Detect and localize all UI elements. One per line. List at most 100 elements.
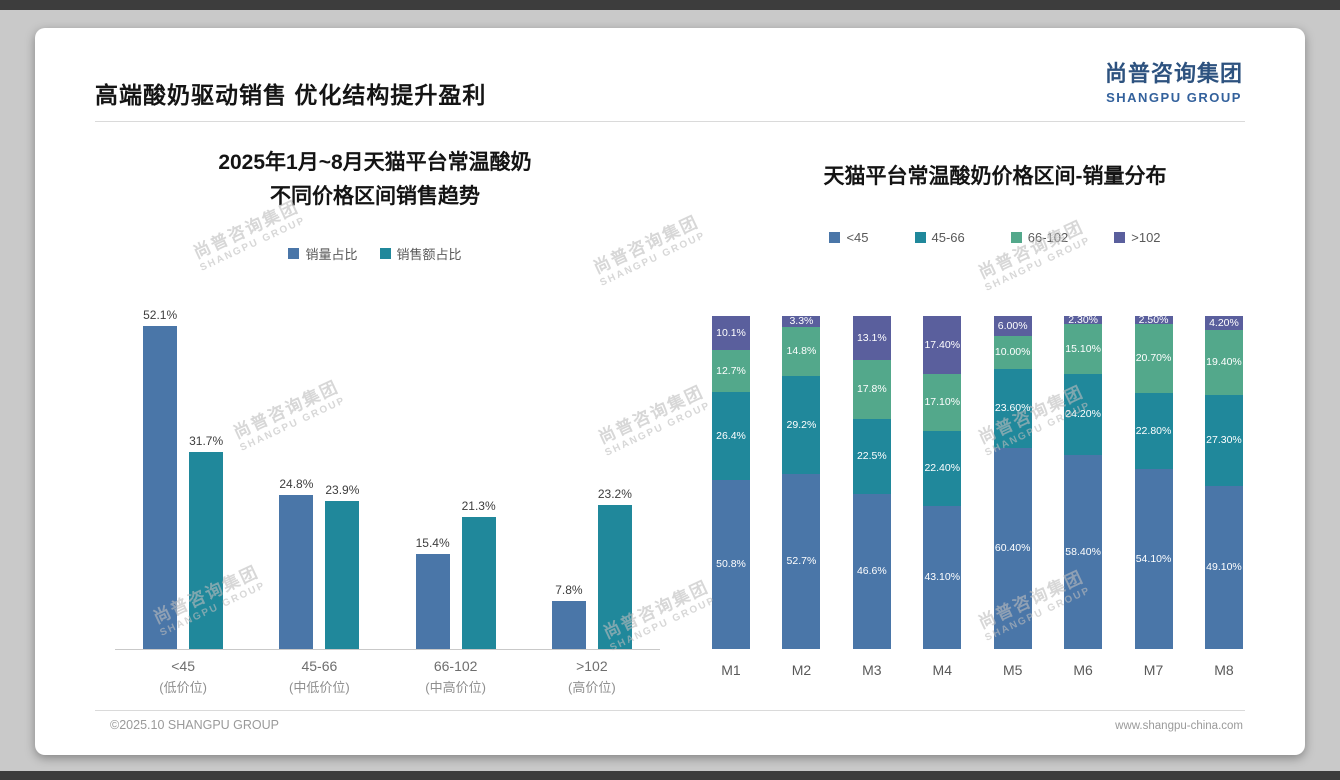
segment-value-label: 24.20% — [1065, 407, 1101, 420]
stack-segment: 15.10% — [1064, 323, 1103, 374]
revenue-share-bar: 31.7% — [189, 434, 223, 649]
segment-value-label: 2.30% — [1068, 313, 1098, 326]
left-chart-title-line1: 2025年1月~8月天猫平台常温酸奶 — [218, 151, 532, 174]
legend-swatch — [1114, 232, 1126, 243]
page-title: 高端酸奶驱动销售 优化结构提升盈利 — [95, 82, 487, 108]
bar-group: 15.4% 21.3% — [388, 499, 524, 649]
category-label: M7 — [1143, 662, 1164, 678]
legend-item: 销售额占比 — [379, 244, 462, 263]
logo-english-name: SHANGPU GROUP — [1106, 90, 1242, 105]
left-chart-legend: 销量占比 销售额占比 — [75, 244, 675, 263]
right-chart-title: 天猫平台常温酸奶价格区间-销量分布 — [823, 165, 1167, 188]
segment-value-label: 4.20% — [1209, 316, 1239, 329]
segment-value-label: 22.40% — [924, 461, 961, 474]
segment-value-label: 3.3% — [789, 315, 814, 328]
stack-segment: 22.80% — [1134, 392, 1173, 469]
category-label: M3 — [862, 662, 882, 678]
stack-segment: 17.10% — [923, 374, 962, 431]
stack-segment: 19.40% — [1204, 330, 1243, 395]
segment-value-label: 20.70% — [1135, 352, 1172, 365]
stack-segment: 52.7% — [782, 473, 821, 649]
bar-value-label: 31.7% — [189, 434, 224, 448]
segment-value-label: 2.50% — [1138, 313, 1169, 326]
stack-segment: 50.8% — [712, 479, 750, 649]
category-label-main: <45 — [171, 658, 195, 674]
segment-value-label: 43.10% — [924, 571, 961, 583]
segment-value-label: 60.40% — [994, 542, 1031, 555]
watermark-line1: 尚普咨询集团 — [590, 212, 702, 278]
segment-value-label: 15.10% — [1065, 342, 1101, 355]
category-label: M5 — [1002, 662, 1023, 678]
stack-segment: 26.4% — [712, 391, 750, 480]
segment-value-label: 10.1% — [716, 326, 746, 339]
segment-value-label: 22.5% — [856, 450, 887, 463]
legend-label: 销售额占比 — [396, 247, 462, 262]
legend-label: >102 — [1131, 230, 1161, 245]
left-chart-categories: <45 (低价位) 45-66 (中低价位) 66-102 (中高价位) >102 (高价位) — [115, 658, 660, 696]
category-label-sub: (中高价位) — [425, 680, 486, 695]
right-chart-categories: M1 M2 M3 M4 M5 M6 M7 M8 — [700, 662, 1255, 678]
segment-value-label: 13.1% — [856, 331, 887, 344]
category-label: M1 — [721, 662, 741, 678]
legend-item: <45 — [829, 230, 869, 245]
stacked-bar: 13.1% 17.8% 22.5% 46.6% — [852, 316, 891, 649]
title-divider — [95, 121, 1245, 122]
left-chart-title-line2: 不同价格区间销售趋势 — [270, 184, 480, 208]
segment-value-label: 27.30% — [1206, 433, 1242, 446]
stacked-bar: 2.50% 20.70% 22.80% 54.10% — [1134, 313, 1173, 649]
stack-segment: 13.1% — [852, 316, 891, 360]
segment-value-label: 50.8% — [716, 558, 746, 571]
category-label: 45-66 (中低价位) — [251, 658, 387, 696]
segment-value-label: 22.80% — [1135, 424, 1172, 437]
segment-value-label: 17.10% — [924, 396, 961, 409]
stack-segment: 58.40% — [1064, 454, 1103, 649]
segment-value-label: 23.60% — [994, 402, 1031, 415]
category-label-main: 45-66 — [301, 658, 338, 674]
stacked-bar: 2.30% 15.10% 24.20% 58.40% — [1064, 313, 1103, 649]
revenue-share-bar: 21.3% — [462, 499, 496, 649]
footer-divider — [95, 710, 1245, 711]
category-label-sub: (高价位) — [568, 680, 616, 695]
segment-value-label: 46.6% — [856, 565, 887, 578]
revenue-share-bar: 23.9% — [325, 483, 359, 649]
segment-value-label: 29.2% — [786, 418, 817, 431]
stack-segment: 6.00% — [993, 316, 1032, 337]
volume-share-bar: 52.1% — [143, 308, 177, 649]
segment-value-label: 49.10% — [1206, 561, 1242, 573]
bar-value-label: 24.8% — [279, 477, 314, 491]
bar-value-label: 15.4% — [415, 536, 450, 550]
right-chart-plot: 10.1% 12.7% 26.4% 50.8% 3.3% 14.8% 29.2% 52.7% 1… — [700, 313, 1255, 649]
stacked-bar: 17.40% 17.10% 22.40% 43.10% — [923, 316, 962, 649]
legend-label: 销量占比 — [305, 247, 358, 262]
segment-value-label: 52.7% — [786, 555, 817, 567]
segment-value-label: 26.4% — [716, 429, 746, 442]
right-chart-legend: <45 45-66 66-102 >102 — [715, 230, 1275, 245]
segment-value-label: 58.40% — [1065, 545, 1101, 558]
segment-value-label: 6.00% — [997, 319, 1028, 332]
volume-share-bar: 15.4% — [416, 536, 450, 649]
stack-segment: 17.8% — [852, 359, 891, 419]
bar-value-label: 7.8% — [555, 583, 583, 597]
stack-segment: 27.30% — [1204, 394, 1243, 486]
segment-value-label: 10.00% — [994, 346, 1031, 359]
logo-chinese-name: 尚普咨询集团 — [1104, 61, 1243, 86]
volume-share-bar: 24.8% — [279, 477, 313, 649]
left-chart-title: 2025年1月~8月天猫平台常温酸奶 不同价格区间销售趋势 — [75, 146, 675, 213]
category-label: M4 — [932, 662, 952, 678]
window-top-strip — [0, 0, 1340, 10]
legend-label: 66-102 — [1027, 230, 1069, 245]
stack-segment: 10.00% — [993, 336, 1032, 370]
legend-label: <45 — [846, 230, 869, 245]
stack-segment: 20.70% — [1134, 324, 1173, 393]
category-label: 66-102 (中高价位) — [388, 658, 524, 696]
category-label: M8 — [1214, 662, 1234, 678]
legend-label: 45-66 — [931, 230, 965, 245]
bar-value-label: 52.1% — [143, 308, 178, 322]
stack-segment: 3.3% — [782, 315, 821, 328]
stack-segment: 17.40% — [923, 316, 962, 375]
segment-value-label: 17.40% — [924, 338, 961, 351]
stack-segment: 49.10% — [1204, 485, 1243, 649]
stack-segment: 14.8% — [782, 327, 821, 377]
stack-segment: 12.7% — [712, 349, 750, 392]
stack-segment: 2.50% — [1134, 313, 1173, 326]
